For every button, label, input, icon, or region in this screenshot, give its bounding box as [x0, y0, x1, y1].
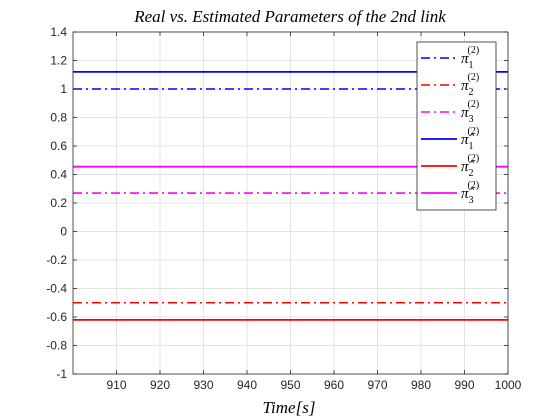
legend-label: π3(2)	[461, 99, 479, 125]
x-tick-label: 950	[280, 378, 300, 392]
legend-label: π̂1(2)	[461, 126, 479, 152]
x-tick-label: 980	[411, 378, 431, 392]
x-tick-label: 930	[193, 378, 213, 392]
legend-label: π2(2)	[461, 72, 479, 98]
y-tick-label: 0.6	[50, 139, 67, 153]
x-tick-label: 970	[367, 378, 387, 392]
y-tick-label: 0.4	[50, 168, 67, 182]
y-tick-label: -1	[56, 367, 67, 381]
legend-label: π̂2(2)	[461, 153, 479, 179]
x-tick-label: 910	[106, 378, 126, 392]
x-tick-label: 960	[324, 378, 344, 392]
legend-label: π1(2)	[461, 45, 479, 71]
y-tick-label: -0.2	[46, 253, 67, 267]
y-tick-label: 0.8	[50, 111, 67, 125]
x-axis-label: Time[s]	[263, 398, 316, 417]
x-tick-label: 920	[150, 378, 170, 392]
y-tick-label: 0	[60, 225, 67, 239]
legend: π1(2)π2(2)π3(2)π̂1(2)π̂2(2)π̂3(2)	[416, 41, 497, 211]
x-tick-label: 990	[454, 378, 474, 392]
y-tick-label: 1.2	[50, 54, 67, 68]
y-tick-label: -0.4	[46, 282, 67, 296]
legend-label: π̂3(2)	[461, 180, 479, 206]
chart-title: Real vs. Estimated Parameters of the 2nd…	[133, 7, 446, 26]
y-tick-label: 1.4	[50, 25, 67, 39]
y-tick-label: -0.8	[46, 339, 67, 353]
x-tick-label: 940	[237, 378, 257, 392]
y-tick-label: -0.6	[46, 310, 67, 324]
x-tick-label: 1000	[495, 378, 522, 392]
x-axis: 910 920 930 940 950 960 970 980 990 1000	[106, 32, 522, 392]
y-tick-label: 1	[60, 82, 67, 96]
legend-box	[416, 41, 497, 211]
y-tick-label: 0.2	[50, 196, 67, 210]
y-axis: -1 -0.8 -0.6 -0.4 -0.2 0 0.2 0.4 0.6 0.8 1 1.2 1.4	[46, 25, 508, 381]
